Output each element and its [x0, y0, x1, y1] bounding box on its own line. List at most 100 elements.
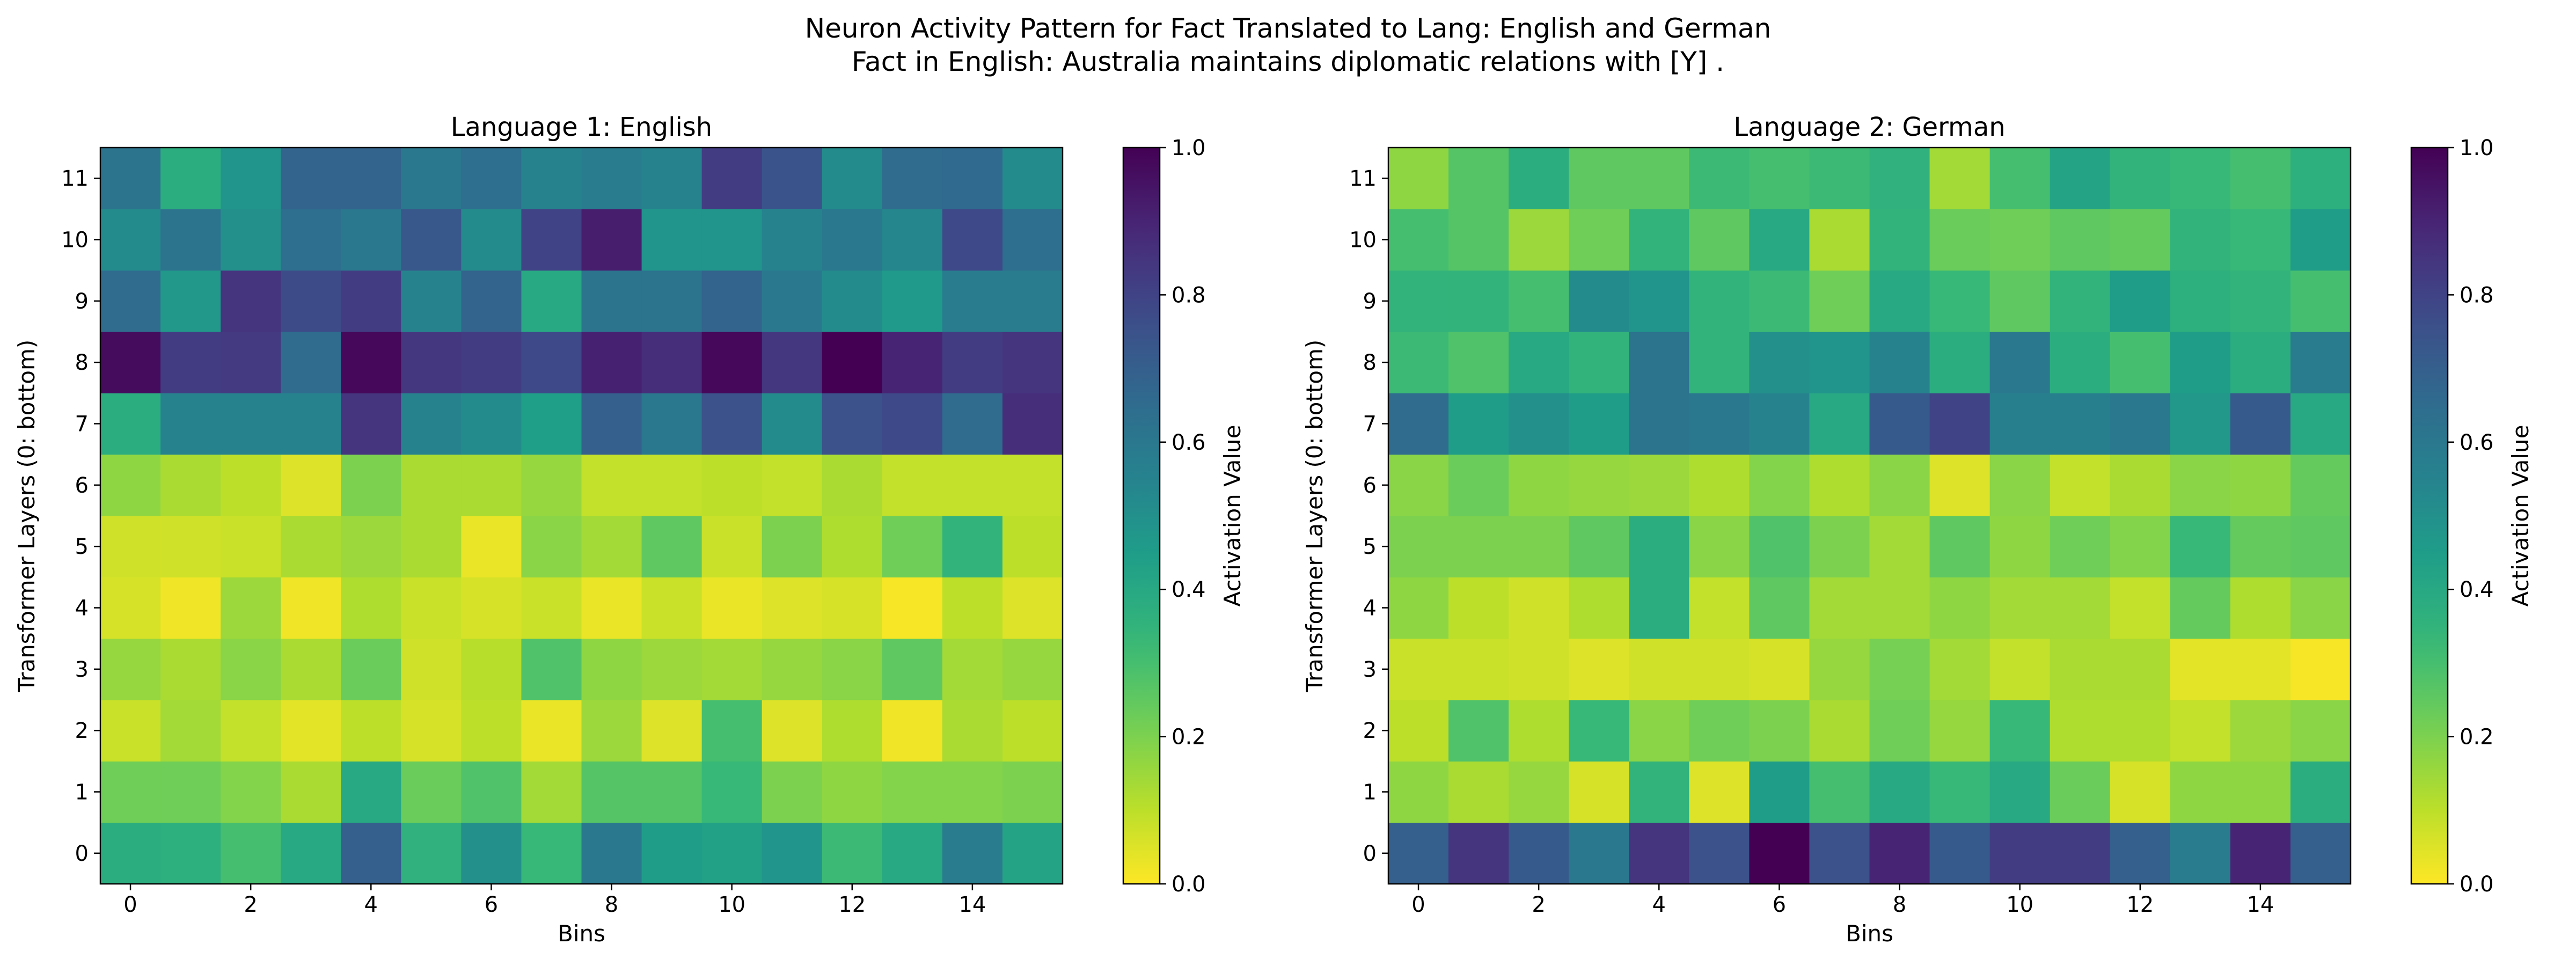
heatmap-cell	[221, 822, 281, 884]
heatmap-cell	[1869, 270, 1930, 332]
plot-frame	[99, 147, 1064, 885]
heatmap-cell	[1509, 638, 1569, 700]
y-tick-label: 10	[61, 228, 89, 253]
heatmap-cell	[2170, 577, 2231, 639]
heatmap-cell	[1929, 454, 1990, 516]
heatmap-cell	[641, 822, 702, 884]
heatmap-cell	[1749, 454, 1810, 516]
heatmap-cell	[1509, 209, 1569, 271]
heatmap-cell	[160, 516, 221, 577]
heatmap-cell	[1448, 393, 1509, 455]
heatmap-cell	[1388, 270, 1449, 332]
heatmap-cell	[762, 209, 823, 271]
heatmap-cell	[762, 638, 823, 700]
heatmap-cell	[2230, 148, 2291, 209]
heatmap-cell	[701, 638, 763, 700]
heatmap-cell	[221, 148, 281, 209]
heatmap-cell	[641, 209, 702, 271]
heatmap-cell	[2110, 516, 2171, 577]
heatmap-cell	[2170, 454, 2231, 516]
heatmap-cell	[2110, 761, 2171, 823]
heatmap-cell	[1869, 516, 1930, 577]
heatmap-cell	[221, 638, 281, 700]
y-tick-label: 9	[75, 289, 89, 314]
heatmap-cell	[1989, 148, 2051, 209]
heatmap-cell	[822, 270, 883, 332]
heatmap-cell	[1749, 516, 1810, 577]
x-tick-label: 4	[1652, 892, 1666, 917]
heatmap-cell	[1989, 393, 2051, 455]
heatmap-cell	[762, 516, 823, 577]
heatmap-cell	[1869, 148, 1930, 209]
heatmap-cell	[1002, 638, 1063, 700]
heatmap-cell	[942, 148, 1003, 209]
heatmap-cell	[281, 393, 341, 455]
heatmap-cell	[2110, 270, 2171, 332]
heatmap-cell	[221, 270, 281, 332]
heatmap-cell	[641, 700, 702, 762]
heatmap-cell	[1448, 270, 1509, 332]
heatmap-cell	[762, 332, 823, 393]
heatmap-cell	[1388, 516, 1449, 577]
heatmap-cell	[701, 761, 763, 823]
y-tick-label: 5	[1363, 535, 1377, 559]
heatmap-cell	[1929, 270, 1990, 332]
heatmap-cell	[1989, 454, 2051, 516]
heatmap-cell	[521, 454, 582, 516]
heatmap-cell	[1448, 638, 1509, 700]
heatmap-cell	[942, 393, 1003, 455]
heatmap-cell	[341, 638, 401, 700]
heatmap-cell	[1749, 577, 1810, 639]
heatmap-cell	[221, 761, 281, 823]
heatmap-cell	[1989, 516, 2051, 577]
heatmap-cell	[281, 700, 341, 762]
heatmap-cell	[100, 148, 161, 209]
heatmap-cell	[942, 516, 1003, 577]
heatmap-cell	[762, 577, 823, 639]
heatmap-cell	[1569, 454, 1629, 516]
heatmap-cell	[1929, 148, 1990, 209]
heatmap-cell	[461, 148, 522, 209]
x-tick-label: 0	[1411, 892, 1425, 917]
heatmap-cell	[1388, 638, 1449, 700]
heatmap-cell	[2290, 577, 2351, 639]
heatmap-cell	[1869, 454, 1930, 516]
heatmap-cell	[942, 577, 1003, 639]
heatmap-cell	[160, 454, 221, 516]
heatmap-cell	[2050, 761, 2111, 823]
heatmap-cell	[882, 516, 943, 577]
heatmap-cell	[701, 209, 763, 271]
heatmap-cell	[1388, 822, 1449, 884]
heatmap-cell	[1448, 454, 1509, 516]
heatmap-cell	[2290, 454, 2351, 516]
heatmap-cell	[701, 822, 763, 884]
heatmap-cell	[1689, 577, 1750, 639]
heatmap-cell	[2110, 209, 2171, 271]
heatmap-cell	[701, 577, 763, 639]
heatmap-cell	[2050, 148, 2111, 209]
heatmap-cell	[2230, 700, 2291, 762]
y-tick-label: 1	[1363, 780, 1377, 805]
heatmap-cell	[1629, 393, 1689, 455]
heatmap-cell	[1448, 822, 1509, 884]
heatmap-cell	[1809, 761, 1870, 823]
heatmap-cell	[942, 209, 1003, 271]
heatmap-cell	[1989, 700, 2051, 762]
heatmap-cell	[1569, 638, 1629, 700]
figure-title: Neuron Activity Pattern for Fact Transla…	[0, 12, 2576, 78]
heatmap-cell	[281, 454, 341, 516]
heatmap-cell	[2050, 454, 2111, 516]
heatmap-cell	[1002, 761, 1063, 823]
heatmap-cell	[2110, 148, 2171, 209]
heatmap-cell	[882, 332, 943, 393]
heatmap-cell	[581, 270, 642, 332]
heatmap-cell	[1002, 332, 1063, 393]
heatmap-cell	[1509, 148, 1569, 209]
heatmap-cell	[1509, 332, 1569, 393]
heatmap-cell	[1569, 577, 1629, 639]
heatmap-cell	[882, 209, 943, 271]
heatmap-cell	[521, 516, 582, 577]
heatmap-cell	[281, 822, 341, 884]
